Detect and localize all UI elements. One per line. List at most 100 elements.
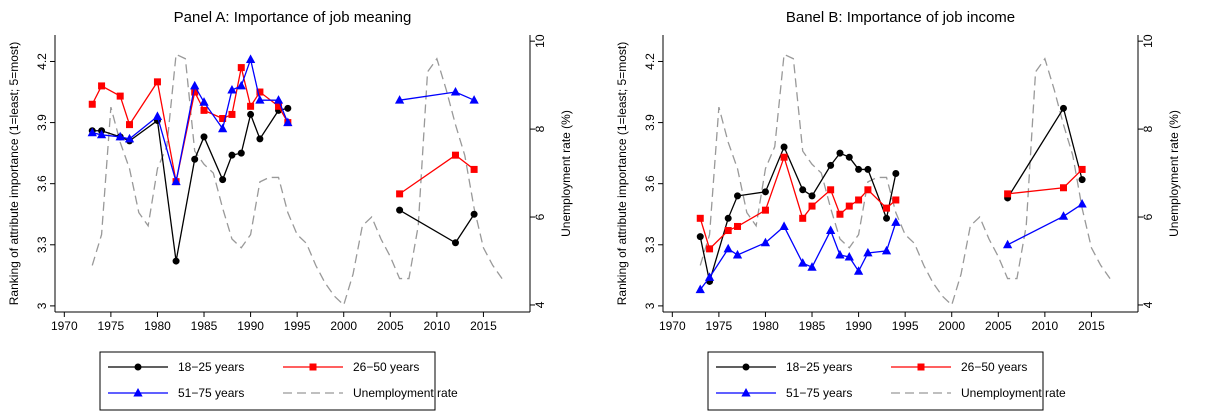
marker [218, 123, 228, 133]
marker [723, 243, 733, 253]
y-tick-label: 3 [643, 302, 657, 309]
x-tick-label: 2000 [938, 319, 965, 333]
marker [883, 214, 891, 222]
marker [450, 86, 461, 96]
y2-axis-label: Unemployment rate (%) [559, 110, 573, 237]
y2-axis-label: Unemployment rate (%) [1167, 110, 1181, 237]
marker [881, 245, 892, 255]
marker [826, 225, 836, 235]
marker [228, 110, 236, 118]
marker [779, 221, 789, 230]
marker [191, 155, 199, 163]
y-tick-label: 3.3 [35, 236, 49, 253]
marker [760, 237, 771, 247]
marker [696, 214, 704, 222]
marker [734, 192, 742, 200]
marker [200, 133, 208, 141]
marker [219, 176, 227, 184]
legend-label: Unemployment rate [961, 386, 1066, 400]
marker [396, 190, 404, 198]
y2-tick-label: 6 [533, 213, 547, 220]
legend-label: 26−50 years [353, 360, 419, 374]
marker [807, 262, 817, 271]
x-tick-label: 1985 [191, 319, 218, 333]
marker [199, 97, 209, 106]
x-tick-label: 2005 [985, 319, 1012, 333]
y-tick-label: 3.6 [643, 175, 657, 192]
marker [133, 387, 143, 397]
marker [470, 210, 478, 218]
marker [891, 217, 901, 226]
y-tick-label: 4.2 [643, 53, 657, 70]
y-tick-label: 3.6 [35, 175, 49, 192]
x-tick-label: 2010 [424, 319, 451, 333]
y-tick-label: 3.9 [35, 114, 49, 131]
marker [734, 222, 742, 230]
panel: Panel A: Importance of job meaning 1970 19… [7, 9, 573, 411]
y2-tick-label: 4 [533, 301, 547, 308]
marker [855, 196, 863, 204]
x-tick-label: 1995 [284, 319, 311, 333]
marker [256, 135, 264, 143]
marker [1004, 190, 1012, 198]
marker [115, 131, 125, 141]
series-line [1007, 168, 1083, 195]
marker [808, 192, 816, 200]
legend-label: 18−25 years [178, 360, 244, 374]
marker [864, 186, 872, 194]
marker [469, 95, 479, 104]
x-tick-label: 1975 [98, 319, 125, 333]
marker [134, 363, 142, 371]
marker [190, 80, 200, 90]
series-line [699, 53, 1111, 307]
marker [761, 188, 769, 196]
marker [704, 272, 715, 281]
legend-label: 51−75 years [786, 386, 852, 400]
marker [864, 165, 872, 173]
y-tick-label: 3 [35, 302, 49, 309]
marker [451, 239, 459, 247]
marker [451, 151, 459, 159]
marker [732, 249, 743, 259]
chart-title: Banel B: Importance of job income [786, 9, 1015, 26]
x-tick-label: 1985 [799, 319, 826, 333]
legend-label: 51−75 years [178, 386, 244, 400]
marker [1002, 239, 1013, 249]
series-line [1007, 203, 1083, 246]
marker [98, 82, 106, 90]
marker [761, 206, 769, 214]
marker [696, 233, 704, 241]
marker [96, 129, 107, 139]
marker [724, 227, 732, 235]
marker [394, 95, 405, 104]
marker [284, 104, 292, 112]
legend-box [99, 351, 436, 411]
marker [808, 202, 816, 210]
marker [741, 387, 751, 397]
marker [245, 54, 256, 63]
marker [247, 102, 255, 110]
y-axis-label: Ranking of attribute importance (1=least… [615, 42, 629, 305]
marker [845, 202, 853, 210]
marker [237, 64, 245, 72]
x-tick-label: 2010 [1032, 319, 1059, 333]
marker [88, 100, 96, 108]
legend-label: Unemployment rate [353, 386, 458, 400]
marker [863, 247, 873, 257]
y2-tick-label: 10 [533, 34, 547, 48]
marker [227, 84, 237, 94]
marker [396, 206, 404, 214]
series-line [92, 57, 289, 182]
marker [892, 170, 900, 177]
marker [247, 110, 255, 118]
marker [798, 258, 808, 267]
marker [780, 153, 788, 161]
y-tick-label: 4.2 [35, 53, 49, 70]
marker [1078, 165, 1086, 173]
marker [255, 95, 265, 104]
marker [228, 151, 236, 159]
marker [706, 245, 714, 253]
y2-tick-label: 10 [1141, 34, 1155, 48]
marker [836, 149, 844, 157]
